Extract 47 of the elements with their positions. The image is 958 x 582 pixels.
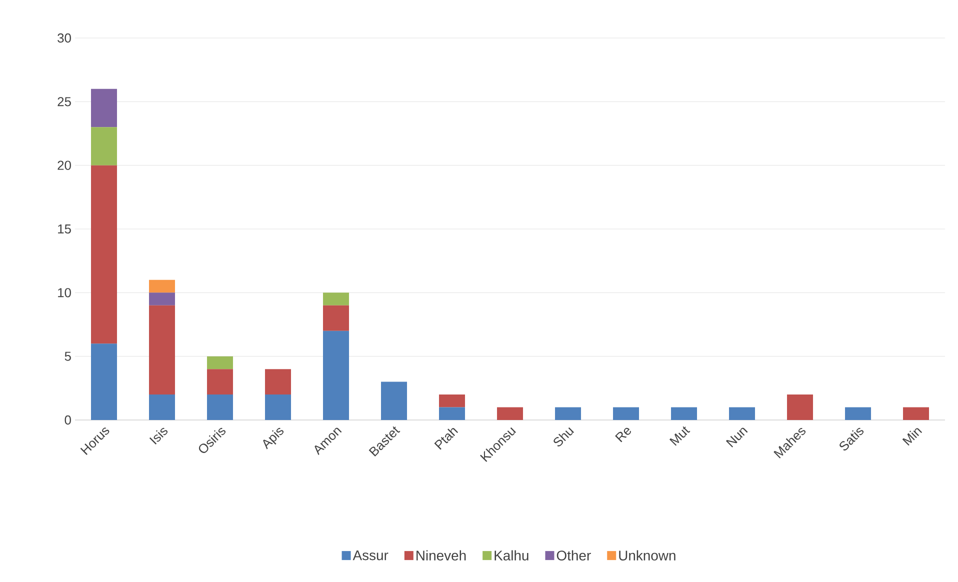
legend-label: Assur bbox=[352, 550, 388, 560]
bar bbox=[671, 407, 698, 420]
bar bbox=[845, 407, 872, 420]
bar bbox=[265, 369, 292, 395]
y-tick-label: 10 bbox=[58, 288, 71, 298]
bar bbox=[323, 292, 350, 306]
bar bbox=[323, 305, 350, 331]
legend-label: Kalhu bbox=[494, 550, 528, 560]
y-tick-label: 0 bbox=[64, 415, 71, 425]
y-tick-label: 25 bbox=[58, 97, 71, 106]
x-tick-label: Min bbox=[902, 428, 922, 446]
bar bbox=[149, 280, 175, 293]
y-tick-label: 30 bbox=[58, 33, 71, 43]
bar bbox=[439, 394, 466, 408]
x-tick-label: Ptah bbox=[434, 428, 458, 450]
bar bbox=[787, 394, 814, 420]
bar bbox=[207, 369, 233, 395]
bar bbox=[381, 382, 408, 420]
bar bbox=[149, 394, 175, 420]
legend-label: Other bbox=[556, 550, 591, 560]
bar bbox=[497, 407, 524, 420]
x-tick-label: Apis bbox=[263, 428, 284, 450]
bar bbox=[149, 292, 175, 306]
y-tick-label: 20 bbox=[58, 160, 71, 170]
bar bbox=[265, 394, 292, 420]
bar bbox=[555, 407, 582, 420]
y-tick-label: 5 bbox=[64, 352, 71, 361]
bar bbox=[91, 344, 117, 420]
y-tick-label: 15 bbox=[58, 224, 71, 234]
bar bbox=[207, 356, 233, 370]
x-tick-label: Re bbox=[615, 428, 631, 442]
bar bbox=[91, 165, 117, 344]
bar bbox=[91, 88, 117, 128]
bar bbox=[903, 407, 930, 420]
x-tick-label: Nun bbox=[726, 428, 748, 448]
bar bbox=[323, 330, 350, 420]
bar bbox=[439, 407, 466, 420]
x-tick-label: Shu bbox=[554, 427, 574, 446]
bar bbox=[91, 127, 117, 166]
legend-label: Nineveh bbox=[416, 550, 466, 560]
bar bbox=[149, 305, 175, 395]
bar bbox=[613, 407, 640, 420]
legend-label: Unknown bbox=[619, 550, 676, 560]
x-tick-label: Mut bbox=[669, 426, 690, 446]
bar bbox=[729, 407, 756, 420]
bar bbox=[207, 394, 233, 420]
x-tick-label: Isis bbox=[149, 428, 168, 445]
